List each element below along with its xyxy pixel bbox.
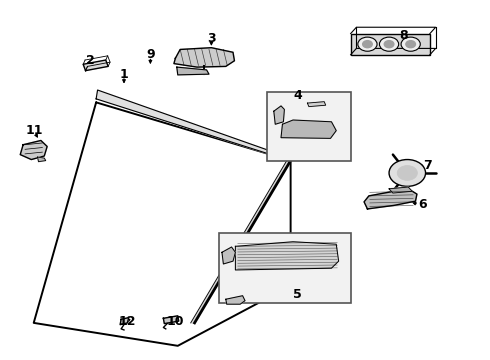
Text: 2: 2 <box>86 54 95 67</box>
Polygon shape <box>177 67 209 75</box>
Polygon shape <box>163 316 179 324</box>
Polygon shape <box>281 120 336 138</box>
Polygon shape <box>20 140 47 159</box>
Polygon shape <box>307 102 326 107</box>
Polygon shape <box>191 161 291 323</box>
Text: 8: 8 <box>399 29 408 42</box>
Polygon shape <box>96 90 290 161</box>
Text: 7: 7 <box>423 159 432 172</box>
Bar <box>219 233 351 303</box>
Polygon shape <box>38 157 46 162</box>
Bar <box>267 92 351 161</box>
Circle shape <box>401 37 420 51</box>
Text: 11: 11 <box>26 124 44 137</box>
Text: 5: 5 <box>294 288 302 301</box>
Polygon shape <box>83 60 108 71</box>
Circle shape <box>379 37 399 51</box>
Polygon shape <box>226 296 245 304</box>
Polygon shape <box>389 187 412 193</box>
Bar <box>351 33 430 55</box>
Text: 3: 3 <box>207 32 216 45</box>
Polygon shape <box>120 318 129 325</box>
Text: 10: 10 <box>167 315 184 328</box>
Text: 6: 6 <box>418 198 427 211</box>
Circle shape <box>389 159 425 186</box>
Circle shape <box>384 41 394 48</box>
Circle shape <box>363 41 372 48</box>
Text: 1: 1 <box>120 68 128 81</box>
Polygon shape <box>174 48 234 67</box>
Circle shape <box>358 37 377 51</box>
Text: 9: 9 <box>146 48 155 61</box>
Text: 12: 12 <box>119 315 136 328</box>
Polygon shape <box>222 247 235 264</box>
Text: 4: 4 <box>294 89 302 102</box>
Circle shape <box>406 41 416 48</box>
Circle shape <box>397 166 417 180</box>
Polygon shape <box>364 189 417 209</box>
Polygon shape <box>235 242 339 270</box>
Polygon shape <box>274 106 284 124</box>
